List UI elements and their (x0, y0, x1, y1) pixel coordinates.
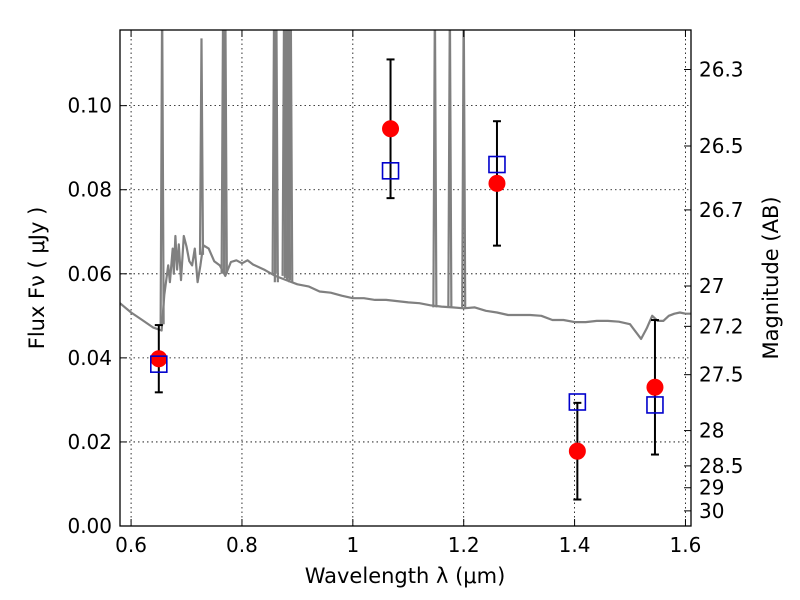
right-tick-label: 26.5 (699, 134, 744, 158)
model-point (381, 162, 400, 180)
model-point (646, 396, 664, 414)
y-tick-label: 0.10 (67, 94, 112, 118)
spectrum-emission-line (461, 30, 467, 308)
grid-lines (120, 30, 691, 527)
observed-point (150, 350, 168, 368)
x-tick-label: 0.6 (115, 533, 147, 557)
y-axis-right-label: Magnitude (AB) (759, 196, 783, 359)
axis-ticks: 0.6 0.8 1 1.2 1.4 1.6 0.00 0.02 0.04 0.06 0.08 0.10… (67, 30, 744, 557)
x-tick-label: 1.6 (670, 533, 702, 557)
y-tick-label: 0.06 (67, 262, 112, 286)
model-point (150, 355, 168, 373)
observed-point (568, 442, 586, 460)
model-point (568, 393, 587, 411)
spectrum-line (120, 234, 691, 340)
plot-area (120, 30, 691, 501)
right-tick-label: 26.3 (699, 58, 744, 82)
observed-point (382, 120, 400, 138)
x-tick-label: 0.8 (226, 533, 258, 557)
x-tick-label: 1.4 (559, 533, 591, 557)
right-tick-label: 27 (699, 274, 724, 298)
spectrum-emission-line (198, 38, 205, 255)
right-tick-label: 29 (699, 476, 724, 500)
right-tick-label: 26.7 (699, 198, 744, 222)
plot-frame (119, 29, 692, 527)
right-tick-label: 27.5 (699, 363, 744, 387)
spectrum-emission-line (273, 30, 279, 283)
y-tick-label: 0.08 (67, 178, 112, 202)
model-point (488, 155, 506, 174)
right-tick-label: 28.5 (699, 454, 744, 478)
data-points (150, 58, 664, 501)
y-tick-label: 0.04 (67, 346, 112, 370)
x-axis-label: Wavelength λ (μm) (305, 564, 506, 588)
spectrum-emission-line (447, 30, 453, 308)
y-axis-left-label: Flux Fν ( μJy ) (25, 207, 49, 350)
right-tick-label: 27.2 (699, 314, 744, 338)
y-tick-label: 0.02 (67, 430, 112, 454)
spectrum-emission-line (288, 30, 294, 283)
spectrum-emission-line (432, 30, 438, 308)
y-tick-label: 0.00 (67, 514, 112, 538)
spectrum-emission-line (159, 30, 165, 325)
observed-point (646, 378, 664, 396)
x-tick-label: 1 (346, 533, 359, 557)
right-tick-label: 28 (699, 419, 724, 443)
spectrum-emission-line (222, 30, 228, 274)
right-tick-label: 30 (699, 499, 724, 523)
x-tick-label: 1.2 (448, 533, 480, 557)
model-spectrum (120, 30, 691, 340)
observed-point (488, 174, 506, 192)
